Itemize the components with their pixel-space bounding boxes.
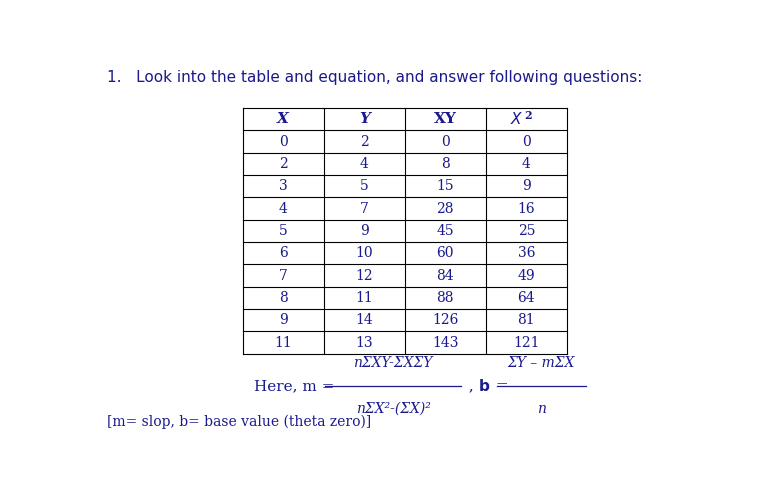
Text: 0: 0: [522, 135, 530, 149]
Text: 64: 64: [517, 291, 535, 305]
Text: 1.   Look into the table and equation, and answer following questions:: 1. Look into the table and equation, and…: [107, 70, 642, 85]
Text: 13: 13: [355, 336, 373, 350]
Text: 16: 16: [517, 202, 535, 216]
Text: 121: 121: [513, 336, 540, 350]
Text: [m= slop, b= base value (theta zero)]: [m= slop, b= base value (theta zero)]: [107, 415, 371, 429]
Text: XY: XY: [434, 112, 457, 126]
Text: ΣY – mΣX: ΣY – mΣX: [508, 356, 575, 370]
Text: 4: 4: [279, 202, 288, 216]
Text: 11: 11: [355, 291, 373, 305]
Text: 8: 8: [279, 291, 288, 305]
Text: 11: 11: [274, 336, 292, 350]
Text: 0: 0: [279, 135, 288, 149]
Text: 60: 60: [437, 246, 454, 260]
Text: 49: 49: [517, 269, 535, 283]
Text: 9: 9: [360, 224, 368, 238]
Text: 2: 2: [524, 109, 532, 121]
Text: 2: 2: [360, 135, 368, 149]
Text: X: X: [277, 112, 289, 126]
Text: 88: 88: [437, 291, 454, 305]
Text: 15: 15: [437, 179, 454, 193]
Text: 5: 5: [360, 179, 368, 193]
Text: 28: 28: [437, 202, 454, 216]
Text: $\mathbf{b}$: $\mathbf{b}$: [479, 378, 491, 394]
Text: 10: 10: [355, 246, 373, 260]
Text: 126: 126: [432, 313, 458, 327]
Text: 6: 6: [279, 246, 288, 260]
Text: 3: 3: [279, 179, 288, 193]
Text: 143: 143: [432, 336, 459, 350]
Text: 45: 45: [437, 224, 454, 238]
Text: 25: 25: [517, 224, 535, 238]
Text: 7: 7: [279, 269, 288, 283]
Text: 5: 5: [279, 224, 288, 238]
Text: 7: 7: [360, 202, 368, 216]
Text: nΣXY-ΣXΣY: nΣXY-ΣXΣY: [353, 356, 433, 370]
Text: 4: 4: [360, 157, 368, 171]
Text: 84: 84: [437, 269, 454, 283]
Text: $X$: $X$: [510, 111, 524, 127]
Text: Here, m =: Here, m =: [254, 379, 339, 393]
Text: 9: 9: [279, 313, 288, 327]
Text: 0: 0: [441, 135, 450, 149]
Text: 14: 14: [355, 313, 373, 327]
Text: nΣX²-(ΣX)²: nΣX²-(ΣX)²: [355, 402, 431, 416]
Text: 4: 4: [522, 157, 531, 171]
Text: ,: ,: [463, 379, 473, 393]
Text: n: n: [537, 402, 546, 416]
Text: 81: 81: [517, 313, 535, 327]
Text: 36: 36: [517, 246, 535, 260]
Text: =: =: [492, 379, 509, 393]
Text: 8: 8: [441, 157, 450, 171]
Text: 2: 2: [279, 157, 288, 171]
Text: 9: 9: [522, 179, 530, 193]
Text: 12: 12: [355, 269, 373, 283]
Text: Y: Y: [358, 112, 370, 126]
